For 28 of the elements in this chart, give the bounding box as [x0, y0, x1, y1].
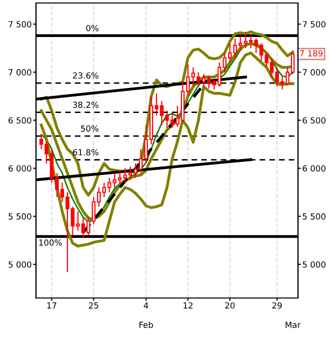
- line-series: [40, 52, 294, 248]
- y-tick-label: 7 000: [8, 69, 32, 76]
- x-tick-label: 4: [144, 302, 148, 308]
- annotation: 100%: [39, 239, 62, 246]
- annotation: 38.2%: [73, 102, 98, 108]
- y-tick-label: 6 500: [8, 117, 32, 124]
- y-tick-label: 6 000: [8, 165, 32, 172]
- y2-tick-label: 6 000: [302, 165, 326, 172]
- annotation: 61.8%: [72, 149, 98, 156]
- y2-tick-label: 5 500: [302, 213, 326, 220]
- y2-tick-label: 6 500: [302, 117, 326, 124]
- annotation: 23.6%: [73, 72, 98, 79]
- x-tick-label: 29: [272, 302, 282, 309]
- x2-tick-label: Feb: [139, 322, 153, 328]
- y2-tick-label: 7 000: [302, 69, 326, 76]
- x-tick-label: 25: [88, 302, 98, 309]
- x2-tick-label: Mar: [286, 322, 301, 328]
- annotation: 7 189: [300, 50, 323, 56]
- y2-tick-label: 7 500: [302, 21, 326, 28]
- y2-tick-label: 5 000: [302, 261, 326, 268]
- x-tick-label: 17: [47, 302, 56, 308]
- annotation: 50%: [81, 125, 98, 132]
- y-tick-label: 5 000: [8, 261, 32, 268]
- x-tick-label: 20: [225, 302, 235, 309]
- annotation: 0%: [86, 24, 98, 32]
- x-tick-label: 12: [184, 302, 192, 308]
- y-tick-label: 5 500: [8, 213, 32, 220]
- y-tick-label: 7 500: [8, 21, 32, 28]
